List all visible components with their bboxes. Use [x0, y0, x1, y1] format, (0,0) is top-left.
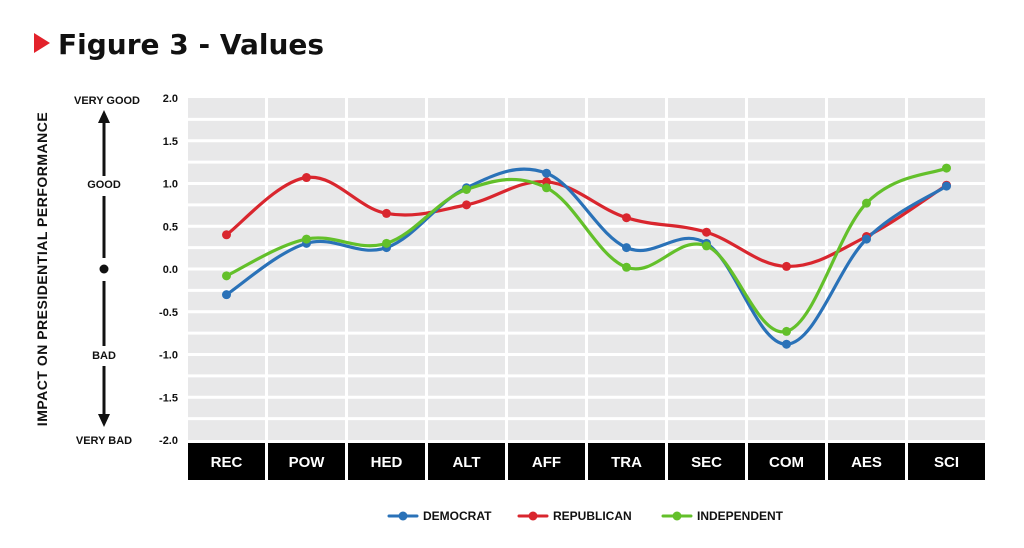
data-point-democrat-com [782, 339, 791, 349]
data-point-republican-tra [622, 213, 631, 223]
data-point-independent-aff [542, 183, 551, 193]
data-point-democrat-aff [542, 168, 551, 178]
series-points [222, 163, 951, 349]
data-point-independent-tra [622, 262, 631, 272]
data-point-democrat-sci [942, 181, 951, 191]
y-tick-label: 1.5 [163, 136, 178, 148]
category-label: SEC [691, 454, 722, 471]
series-line-republican [224, 175, 949, 269]
category-cell [588, 443, 665, 480]
legend-label: INDEPENDENT [697, 509, 784, 523]
category-label: POW [289, 454, 326, 471]
data-point-republican-com [782, 261, 791, 271]
data-point-republican-hed [382, 208, 391, 218]
category-label: TRA [611, 454, 642, 471]
y-tick-label: -1.0 [159, 350, 178, 362]
legend-swatch-dot [672, 511, 682, 521]
category-cell [828, 443, 905, 480]
data-point-republican-sec [702, 227, 711, 237]
y-tick-label: -2.0 [159, 435, 178, 447]
legend-label: DEMOCRAT [423, 509, 492, 523]
data-point-independent-sec [702, 241, 711, 251]
data-point-independent-rec [222, 271, 231, 281]
legend: DEMOCRAT REPUBLICAN INDEPENDENT [387, 509, 784, 523]
y-tick-labels: 2.0 1.5 1.0 0.5 0.0 -0.5 -1.0 -1.5 -2.0 [159, 93, 178, 447]
neutral-dot-icon [99, 264, 109, 274]
y-tick-label: 0.5 [163, 221, 178, 233]
legend-swatch-dot [528, 511, 538, 521]
category-cell [428, 443, 505, 480]
category-cell [908, 443, 985, 480]
qualifier-bad: BAD [92, 350, 116, 362]
legend-label: REPUBLICAN [553, 509, 632, 523]
category-cell [668, 443, 745, 480]
data-point-democrat-aes [862, 234, 871, 244]
category-cell [188, 443, 265, 480]
data-point-democrat-tra [622, 243, 631, 253]
data-point-independent-aes [862, 198, 871, 208]
data-point-independent-pow [302, 234, 311, 244]
page-title: Figure 3 - Values [58, 28, 324, 61]
category-label: COM [769, 454, 804, 471]
legend-item-independent: INDEPENDENT [661, 509, 784, 523]
series-line-independent [224, 166, 949, 334]
qualifier-very-good: VERY GOOD [74, 95, 140, 107]
gridlines [188, 117, 985, 421]
legend-item-democrat: DEMOCRAT [387, 509, 492, 523]
category-cell [348, 443, 425, 480]
y-tick-label: 0.0 [163, 264, 178, 276]
category-label: SCI [934, 454, 959, 471]
qualifier-very-bad: VERY BAD [76, 435, 132, 447]
legend-item-republican: REPUBLICAN [517, 509, 632, 523]
data-point-independent-hed [382, 238, 391, 248]
category-cell [268, 443, 345, 480]
y-tick-label: -1.5 [159, 392, 178, 404]
category-label: REC [211, 454, 243, 471]
category-cell [748, 443, 825, 480]
data-point-republican-rec [222, 230, 231, 240]
arrow-up-icon [98, 110, 110, 123]
data-point-republican-alt [462, 200, 471, 210]
y-tick-label: 1.0 [163, 179, 178, 191]
y-tick-label: 2.0 [163, 93, 178, 105]
title-marker-icon [34, 33, 50, 53]
data-point-republican-pow [302, 173, 311, 183]
y-axis-label: IMPACT ON PRESIDENTIAL PERFORMANCE [34, 112, 50, 426]
category-label: ALT [452, 454, 480, 471]
series-lines [224, 166, 949, 346]
qualifier-good: GOOD [87, 179, 121, 191]
arrow-down-icon [98, 414, 110, 427]
category-labels: REC POW HED ALT AFF TRA SEC COM AES SCI [188, 443, 985, 480]
data-point-democrat-rec [222, 290, 231, 300]
series-line-democrat [224, 167, 949, 346]
category-cell [508, 443, 585, 480]
category-label: HED [371, 454, 403, 471]
data-point-independent-sci [942, 163, 951, 173]
y-tick-label: -0.5 [159, 307, 178, 319]
category-label: AFF [532, 454, 561, 471]
data-point-independent-com [782, 326, 791, 336]
data-point-independent-alt [462, 184, 471, 194]
legend-swatch-dot [398, 511, 408, 521]
y-axis-qualifier: VERY GOOD GOOD BAD VERY BAD [74, 95, 140, 447]
category-label: AES [851, 454, 882, 471]
